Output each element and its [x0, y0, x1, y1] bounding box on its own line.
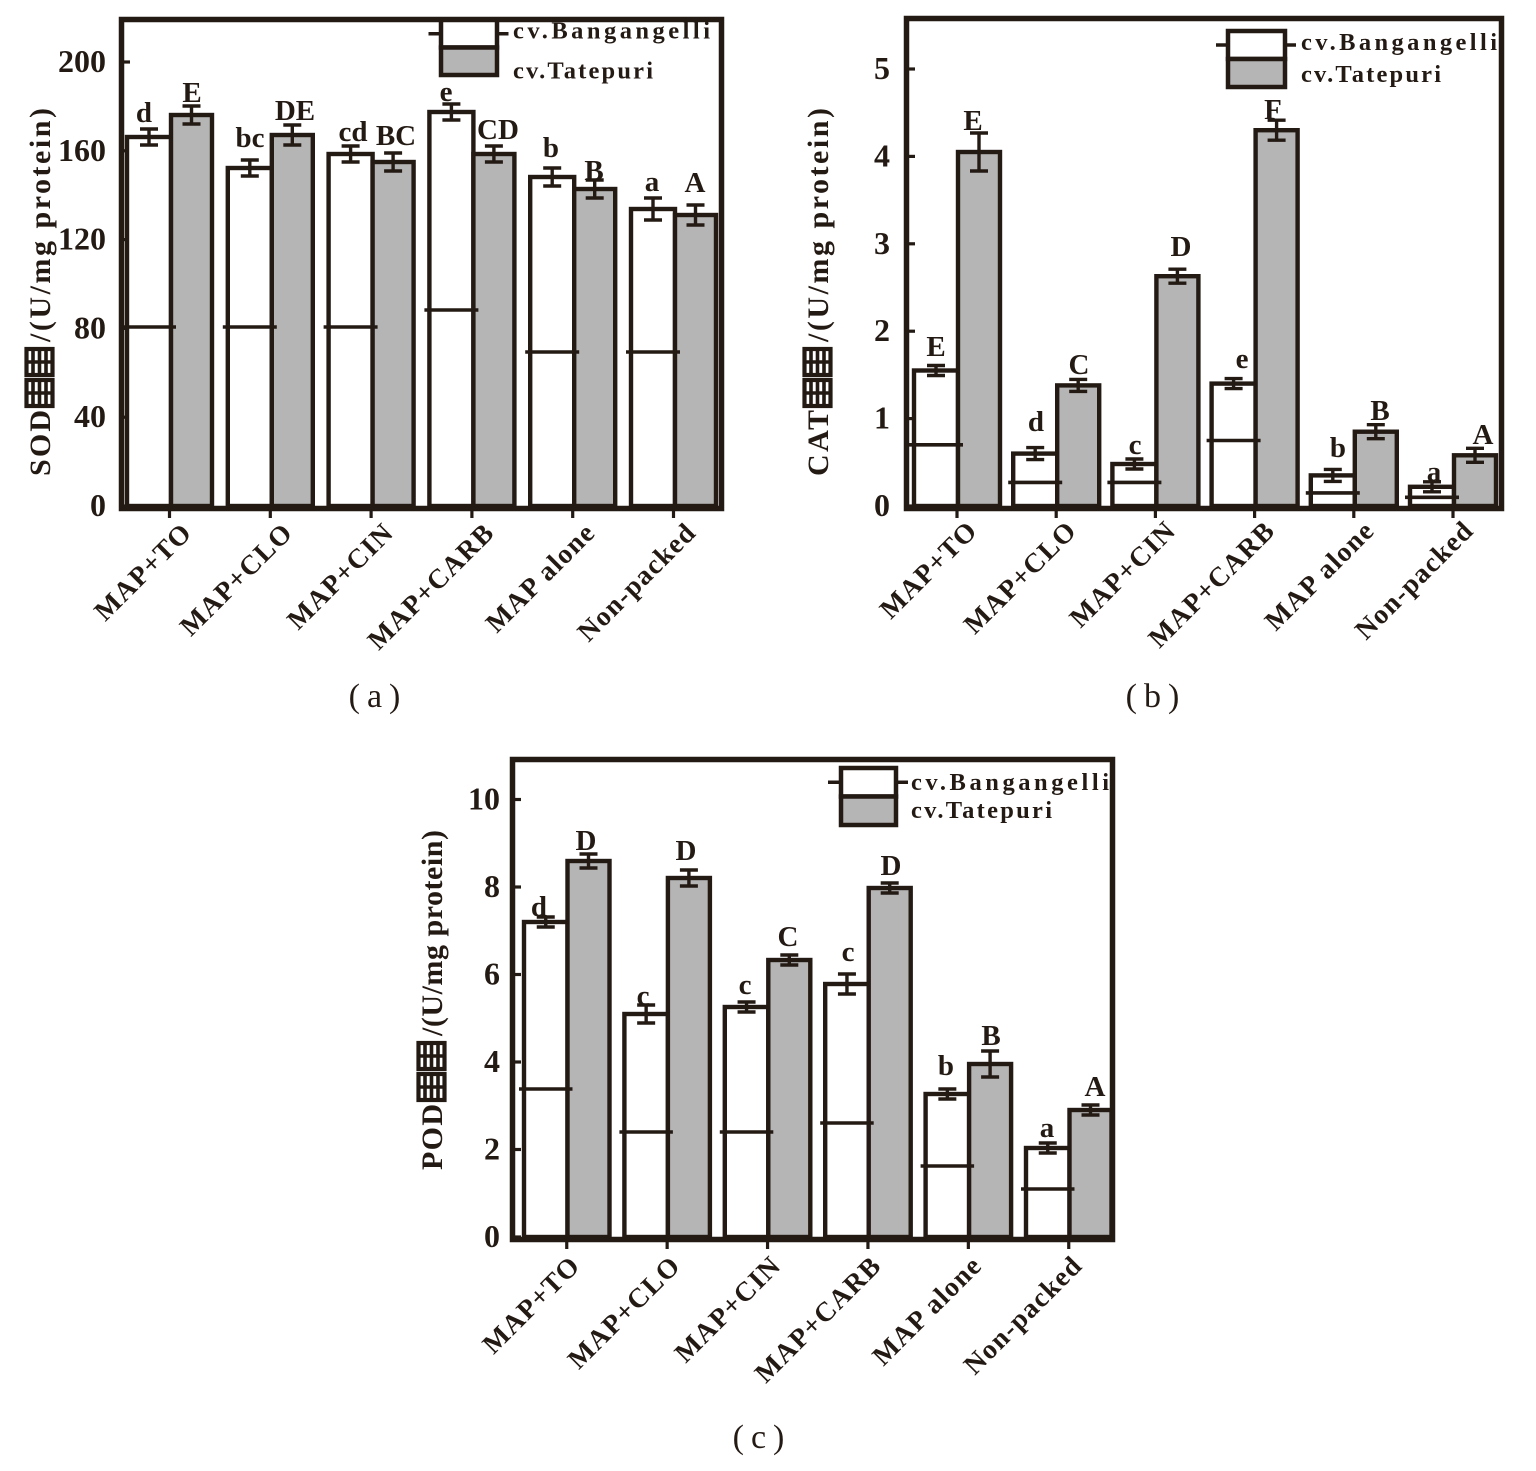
svg-text:C: C: [1069, 349, 1090, 381]
svg-text:c: c: [1129, 429, 1142, 461]
svg-text:cd: cd: [339, 116, 368, 148]
svg-text:0: 0: [484, 1218, 500, 1254]
svg-text:c: c: [842, 936, 855, 968]
svg-text:2: 2: [484, 1131, 500, 1167]
svg-text:cv.Tatepuri: cv.Tatepuri: [1301, 61, 1441, 88]
svg-text:a: a: [1040, 1112, 1055, 1144]
svg-text:5: 5: [874, 50, 890, 86]
svg-text:B: B: [981, 1020, 1000, 1052]
svg-text:200: 200: [58, 43, 106, 79]
svg-text:c: c: [739, 969, 752, 1001]
svg-text:bc: bc: [236, 122, 265, 154]
svg-text:d: d: [136, 97, 152, 129]
svg-text:D: D: [576, 825, 597, 857]
svg-text:3: 3: [874, 225, 890, 261]
svg-text:A: A: [685, 167, 706, 199]
svg-text:POD: POD: [416, 1104, 449, 1170]
svg-text:E: E: [926, 331, 945, 363]
svg-text:A: A: [1473, 419, 1494, 451]
svg-text:/(U/mg protein): /(U/mg protein): [416, 830, 449, 1037]
svg-text:0: 0: [90, 487, 106, 523]
svg-text:b: b: [938, 1050, 954, 1082]
svg-text:e: e: [440, 76, 453, 108]
svg-text:D: D: [881, 850, 902, 882]
svg-text:b: b: [543, 132, 559, 164]
svg-text:/(U/mg protein): /(U/mg protein): [24, 108, 57, 343]
svg-text:4: 4: [484, 1043, 500, 1079]
svg-text:8: 8: [484, 868, 500, 904]
svg-text:80: 80: [74, 309, 106, 345]
svg-text:160: 160: [58, 132, 106, 168]
svg-text:b: b: [1330, 432, 1346, 464]
svg-text:E: E: [182, 77, 201, 109]
svg-text:B: B: [1370, 395, 1389, 427]
svg-text:DE: DE: [275, 95, 315, 127]
svg-text:a: a: [645, 166, 660, 198]
svg-text:A: A: [1085, 1071, 1106, 1103]
svg-text:120: 120: [58, 221, 106, 257]
svg-text:(b): (b): [1126, 678, 1187, 715]
svg-text:(a): (a): [349, 678, 408, 715]
svg-text:6: 6: [484, 956, 500, 992]
svg-text:D: D: [676, 835, 697, 867]
svg-text:(c): (c): [733, 1419, 792, 1456]
svg-text:d: d: [531, 891, 547, 923]
svg-text:SOD: SOD: [24, 410, 57, 476]
svg-text:BC: BC: [376, 120, 416, 152]
svg-text:0: 0: [874, 487, 890, 523]
svg-text:C: C: [778, 921, 799, 953]
svg-text:cv.Tatepuri: cv.Tatepuri: [911, 797, 1052, 824]
svg-text:cv.Tatepuri: cv.Tatepuri: [513, 58, 653, 85]
svg-text:B: B: [584, 155, 603, 187]
svg-text:2: 2: [874, 312, 890, 348]
svg-text:F: F: [1264, 94, 1282, 126]
svg-text:CAT: CAT: [802, 410, 835, 476]
svg-text:cv.Bangangelli: cv.Bangangelli: [1301, 29, 1497, 56]
svg-text:cv.Bangangelli: cv.Bangangelli: [911, 769, 1109, 796]
svg-text:10: 10: [468, 781, 500, 817]
svg-text:1: 1: [874, 400, 890, 436]
svg-text:c: c: [637, 980, 650, 1012]
svg-text:e: e: [1236, 343, 1249, 375]
svg-text:/(U/mg protein): /(U/mg protein): [802, 108, 835, 343]
svg-text:D: D: [1171, 231, 1192, 263]
svg-text:a: a: [1427, 456, 1442, 488]
svg-text:E: E: [963, 105, 982, 137]
svg-text:4: 4: [874, 137, 890, 173]
svg-text:CD: CD: [477, 114, 519, 146]
svg-text:d: d: [1028, 406, 1044, 438]
svg-text:40: 40: [74, 398, 106, 434]
svg-text:cv.Bangangelli: cv.Bangangelli: [513, 18, 710, 45]
